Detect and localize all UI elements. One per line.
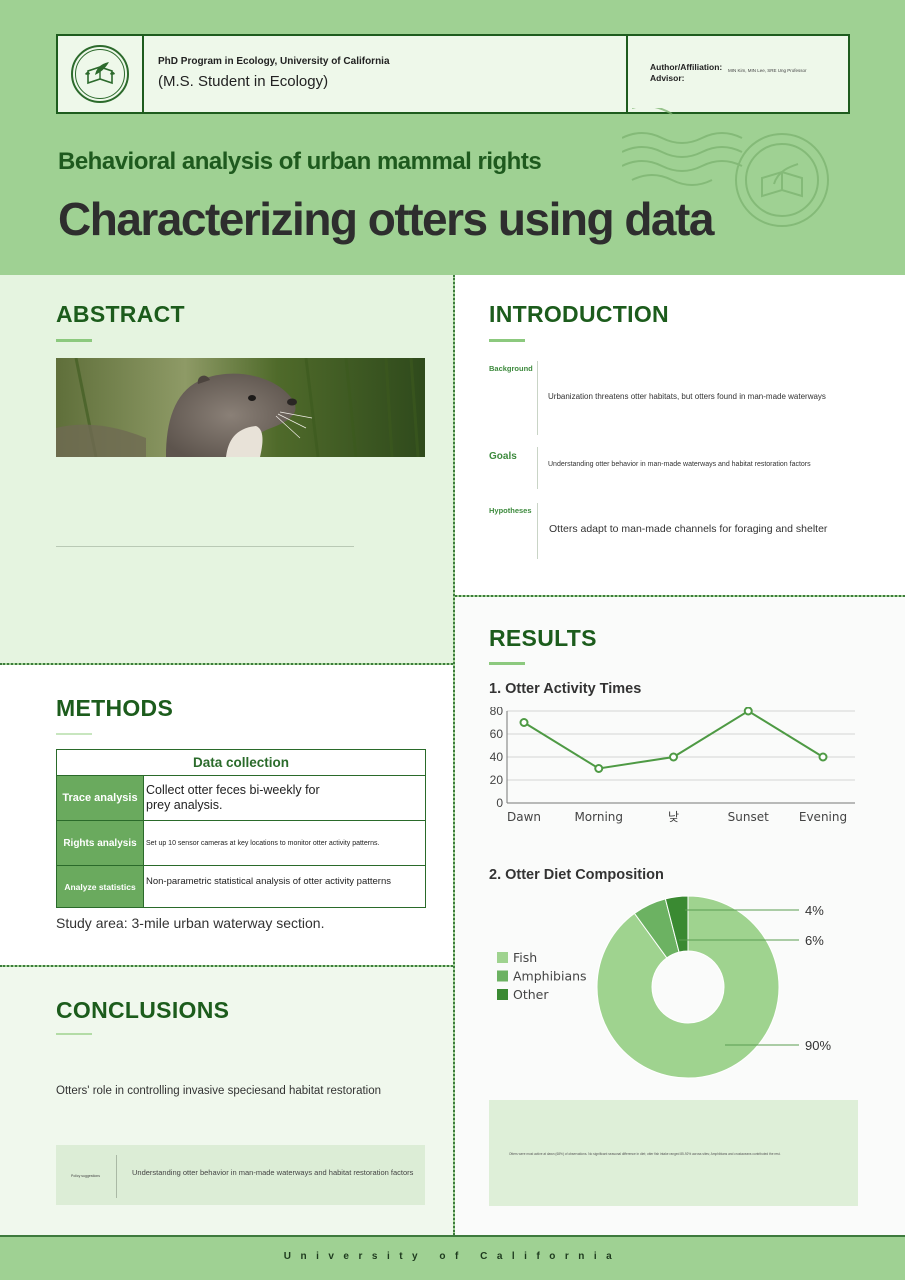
program-cell: PhD Program in Ecology, University of Ca…	[144, 36, 628, 112]
legend-label: Amphibians	[513, 969, 587, 984]
table-row: Trace analysis Collect otter feces bi-we…	[56, 775, 426, 821]
chart2-title: 2. Otter Diet Composition	[489, 867, 664, 883]
table-row: Rights analysis Set up 10 sensor cameras…	[56, 820, 426, 866]
abstract-heading-bar	[56, 339, 92, 342]
data-point	[743, 707, 753, 716]
intro-text-hypotheses: Otters adapt to man-made channels for fo…	[549, 523, 828, 535]
poster-subtitle: Behavioral analysis of urban mammal righ…	[58, 148, 542, 175]
section-divider	[0, 663, 453, 665]
slice-value-label: 6%	[805, 933, 824, 948]
abstract-panel: ABSTRACT	[0, 275, 453, 663]
conclusions-box-divider	[116, 1155, 117, 1198]
legend-swatch	[497, 970, 508, 982]
y-tick-label: 20	[490, 773, 504, 787]
intro-divider	[537, 503, 538, 559]
conclusions-box-label: Policy suggestions	[71, 1174, 100, 1178]
x-tick-label: Morning	[574, 810, 623, 824]
table-row: Analyze statistics Non-parametric statis…	[56, 865, 426, 908]
row-text-trace: Collect otter feces bi-weekly for prey a…	[143, 775, 426, 821]
footer-text: University of California	[283, 1251, 622, 1262]
poster-footer: University of California	[0, 1235, 905, 1280]
column-divider	[453, 275, 455, 1235]
chart1-title: 1. Otter Activity Times	[489, 681, 642, 697]
abstract-heading: ABSTRACT	[56, 301, 185, 327]
conclusions-box-text: Understanding otter behavior in man-made…	[132, 1168, 414, 1177]
data-point	[594, 764, 604, 773]
intro-divider	[537, 361, 538, 435]
study-area: Study area: 3-mile urban waterway sectio…	[56, 915, 325, 931]
methods-heading: METHODS	[56, 695, 174, 721]
conclusions-box: Policy suggestions Understanding otter b…	[56, 1145, 425, 1205]
results-heading-bar	[489, 662, 525, 665]
data-point	[818, 752, 828, 762]
header-info-box: PhD Program in Ecology, University of Ca…	[56, 34, 850, 114]
book-plant-emblem-icon	[71, 45, 129, 103]
slice-value-label: 90%	[805, 1038, 831, 1053]
legend-swatch	[497, 952, 508, 963]
intro-text-goals: Understanding otter behavior in man-made…	[548, 461, 811, 468]
activity-line-chart: 0 20 40 60 80 Dawn Morning 낮 Sunset Evening	[490, 707, 855, 824]
poster-header: PhD Program in Ecology, University of Ca…	[0, 0, 905, 275]
section-divider	[455, 595, 905, 597]
conclusions-heading-bar	[56, 1033, 92, 1035]
conclusions-heading: CONCLUSIONS	[56, 997, 230, 1023]
row-label-rights: Rights analysis	[56, 820, 144, 866]
x-tick-label: Sunset	[728, 810, 769, 824]
legend-swatch	[497, 989, 508, 1000]
conclusions-panel: CONCLUSIONS Otters' role in controlling …	[0, 967, 453, 1235]
row-label-trace: Trace analysis	[56, 775, 144, 821]
results-note: Otters were most active at dawn (68%) of…	[509, 1152, 781, 1156]
intro-text-background: Urbanization threatens otter habitats, b…	[548, 392, 826, 401]
author-cell: Author/Affiliation: Advisor: MIN Kim, MI…	[628, 36, 848, 112]
poster-title: Characterizing otters using data	[58, 193, 714, 245]
results-panel: RESULTS 1. Otter Activity Times 0 20 40 60 8…	[455, 597, 905, 1235]
legend-label: Other	[513, 987, 549, 1002]
abstract-divider	[56, 546, 354, 547]
donut-slice-fish	[596, 895, 780, 1079]
donut-slice-other	[664, 895, 689, 953]
methods-table: Data collection Trace analysis Collect o…	[56, 749, 426, 908]
x-tick-label: Dawn	[507, 810, 541, 824]
data-point	[669, 752, 678, 762]
logo-cell	[58, 36, 144, 112]
postmark-stamp-icon	[622, 108, 829, 227]
intro-label-hypotheses: Hypotheses	[489, 506, 532, 515]
intro-divider	[537, 447, 538, 489]
introduction-panel: INTRODUCTION Background Urbanization thr…	[455, 275, 905, 595]
diet-donut-chart: 90% 6% 4% Fish Amphibians Other	[497, 895, 831, 1079]
y-tick-label: 40	[490, 750, 504, 764]
results-heading: RESULTS	[489, 625, 597, 651]
results-note-box: Otters were most active at dawn (68%) of…	[489, 1100, 858, 1206]
y-tick-label: 60	[490, 727, 504, 741]
row-text-rights: Set up 10 sensor cameras at key location…	[143, 820, 426, 866]
row-text-statistics: Non-parametric statistical analysis of o…	[143, 865, 426, 908]
row-label-statistics: Analyze statistics	[56, 865, 144, 908]
data-point	[519, 718, 529, 727]
author-names: MIN Kim, MIN Lee, SRE Ung Professor	[728, 68, 807, 73]
student-status: (M.S. Student in Ecology)	[158, 73, 329, 90]
methods-panel: METHODS Data collection Trace analysis C…	[0, 665, 453, 965]
section-divider	[0, 965, 453, 967]
introduction-heading-bar	[489, 339, 525, 342]
y-tick-label: 80	[490, 707, 504, 718]
otter-photo	[56, 358, 425, 457]
program-name: PhD Program in Ecology, University of Ca…	[158, 56, 390, 67]
intro-label-background: Background	[489, 364, 533, 373]
legend-label: Fish	[513, 950, 537, 965]
slice-value-label: 4%	[805, 903, 824, 918]
methods-heading-bar	[56, 733, 92, 735]
intro-label-goals: Goals	[489, 451, 517, 462]
advisor-label: Advisor:	[650, 73, 685, 83]
introduction-heading: INTRODUCTION	[489, 301, 669, 327]
conclusions-text: Otters' role in controlling invasive spe…	[56, 1085, 382, 1097]
author-label: Author/Affiliation:	[650, 62, 723, 72]
methods-table-header: Data collection	[56, 749, 426, 776]
x-tick-label: 낮	[668, 810, 679, 824]
x-tick-label: Evening	[799, 810, 847, 824]
y-tick-label: 0	[496, 796, 503, 810]
